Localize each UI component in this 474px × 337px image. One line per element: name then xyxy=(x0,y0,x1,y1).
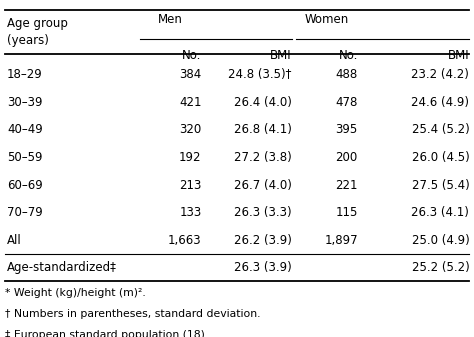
Text: 488: 488 xyxy=(336,68,358,81)
Text: Age-standardized‡: Age-standardized‡ xyxy=(7,262,117,274)
Text: 115: 115 xyxy=(336,206,358,219)
Text: 25.4 (5.2): 25.4 (5.2) xyxy=(411,123,469,136)
Text: 24.6 (4.9): 24.6 (4.9) xyxy=(411,96,469,109)
Text: All: All xyxy=(7,234,22,247)
Text: 26.8 (4.1): 26.8 (4.1) xyxy=(234,123,292,136)
Text: BMI: BMI xyxy=(447,49,469,62)
Text: 384: 384 xyxy=(179,68,201,81)
Text: 200: 200 xyxy=(336,151,358,164)
Text: 18–29: 18–29 xyxy=(7,68,43,81)
Text: 26.2 (3.9): 26.2 (3.9) xyxy=(234,234,292,247)
Text: 25.2 (5.2): 25.2 (5.2) xyxy=(411,262,469,274)
Text: 50–59: 50–59 xyxy=(7,151,43,164)
Text: Women: Women xyxy=(305,13,349,27)
Text: Men: Men xyxy=(158,13,183,27)
Text: 27.5 (5.4): 27.5 (5.4) xyxy=(411,179,469,191)
Text: † Numbers in parentheses, standard deviation.: † Numbers in parentheses, standard devia… xyxy=(5,309,260,319)
Text: ‡ European standard population (18).: ‡ European standard population (18). xyxy=(5,330,208,337)
Text: 70–79: 70–79 xyxy=(7,206,43,219)
Text: 25.0 (4.9): 25.0 (4.9) xyxy=(411,234,469,247)
Text: 26.7 (4.0): 26.7 (4.0) xyxy=(234,179,292,191)
Text: 26.4 (4.0): 26.4 (4.0) xyxy=(234,96,292,109)
Text: No.: No. xyxy=(338,49,358,62)
Text: BMI: BMI xyxy=(270,49,292,62)
Text: 24.8 (3.5)†: 24.8 (3.5)† xyxy=(228,68,292,81)
Text: 26.3 (4.1): 26.3 (4.1) xyxy=(411,206,469,219)
Text: 23.2 (4.2): 23.2 (4.2) xyxy=(411,68,469,81)
Text: 192: 192 xyxy=(179,151,201,164)
Text: 421: 421 xyxy=(179,96,201,109)
Text: 30–39: 30–39 xyxy=(7,96,43,109)
Text: No.: No. xyxy=(182,49,201,62)
Text: 27.2 (3.8): 27.2 (3.8) xyxy=(234,151,292,164)
Text: 478: 478 xyxy=(336,96,358,109)
Text: 1,663: 1,663 xyxy=(168,234,201,247)
Text: 26.0 (4.5): 26.0 (4.5) xyxy=(411,151,469,164)
Text: 26.3 (3.9): 26.3 (3.9) xyxy=(234,262,292,274)
Text: 213: 213 xyxy=(179,179,201,191)
Text: 26.3 (3.3): 26.3 (3.3) xyxy=(234,206,292,219)
Text: 221: 221 xyxy=(336,179,358,191)
Text: 133: 133 xyxy=(179,206,201,219)
Text: 320: 320 xyxy=(179,123,201,136)
Text: 1,897: 1,897 xyxy=(324,234,358,247)
Text: 60–69: 60–69 xyxy=(7,179,43,191)
Text: 40–49: 40–49 xyxy=(7,123,43,136)
Text: Age group
(years): Age group (years) xyxy=(7,17,68,47)
Text: 395: 395 xyxy=(336,123,358,136)
Text: * Weight (kg)/height (m)².: * Weight (kg)/height (m)². xyxy=(5,288,146,298)
